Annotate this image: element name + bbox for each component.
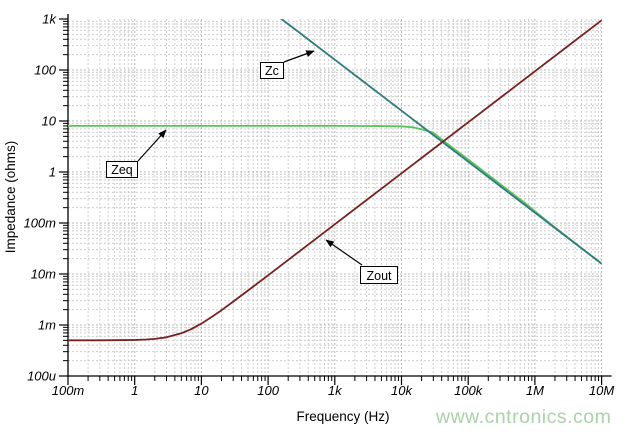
x-tick-label: 1 — [131, 383, 138, 398]
x-tick-label: 10 — [194, 383, 209, 398]
annotation-zeq: Zeq — [106, 129, 167, 178]
zout-arrow — [325, 239, 363, 266]
y-tick-label: 100 — [34, 63, 56, 78]
watermark: www.cntronics.com — [436, 406, 612, 428]
x-tick-label: 100 — [257, 383, 279, 398]
annotation-zc: Zc — [260, 50, 315, 79]
y-axis-title: Impedance (ohms) — [3, 141, 18, 254]
zout-label-box — [360, 266, 398, 284]
curve-zout — [68, 19, 602, 342]
zc-arrow — [283, 50, 315, 63]
tick-labels: 100m 1 10 100 1k 10k 100k 1M 10M 100u 1m 10m 100m 1 10… — [23, 12, 614, 399]
axes — [67, 14, 612, 377]
y-tick-label: 10 — [42, 114, 57, 129]
tick-marks — [59, 18, 603, 385]
zeq-arrow — [137, 129, 167, 162]
x-tick-label: 10M — [589, 383, 614, 398]
trace-annotations: Zc Zeq Zout — [106, 50, 398, 284]
grid-major-lines — [68, 19, 603, 376]
y-tick-label: 1 — [49, 165, 56, 180]
y-tick-label: 100u — [27, 369, 56, 384]
curve-zc — [279, 19, 602, 265]
x-tick-label: 1M — [526, 383, 544, 398]
zout-label: Zout — [366, 269, 392, 283]
x-tick-label: 100m — [52, 383, 85, 398]
y-tick-label: 10m — [31, 267, 56, 282]
y-tick-label: 1k — [42, 12, 57, 27]
zc-label-box — [260, 62, 284, 79]
zeq-label: Zeq — [111, 163, 133, 177]
x-axis-title: Frequency (Hz) — [296, 409, 389, 424]
x-tick-label: 10k — [391, 383, 413, 398]
x-tick-label: 100k — [454, 383, 484, 398]
zeq-label-box — [106, 161, 138, 178]
annotation-zout: Zout — [325, 239, 398, 284]
y-tick-label: 100m — [23, 216, 56, 231]
trace-curves — [68, 19, 602, 342]
zc-label: Zc — [265, 64, 279, 78]
y-tick-label: 1m — [38, 318, 56, 333]
x-tick-label: 1k — [328, 383, 343, 398]
